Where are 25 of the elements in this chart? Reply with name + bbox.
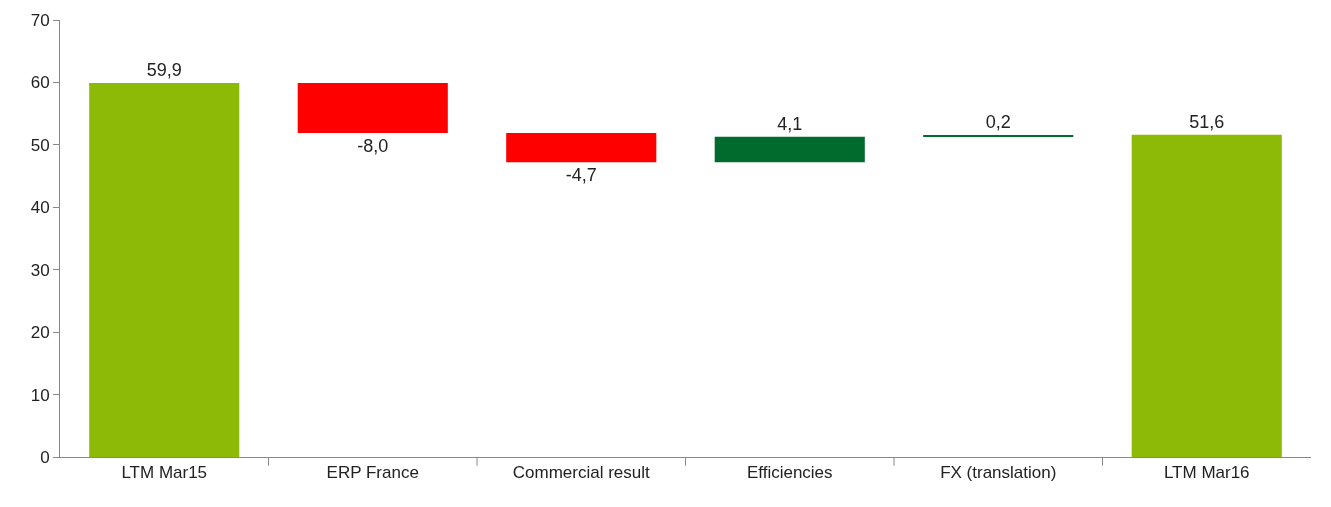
data-label: 0,2 bbox=[985, 112, 1011, 132]
bar bbox=[1131, 134, 1282, 457]
bar bbox=[297, 83, 448, 133]
x-tick-label: LTM Mar15 bbox=[121, 463, 208, 483]
bar bbox=[506, 133, 657, 163]
data-label: 51,6 bbox=[1189, 111, 1225, 132]
bar bbox=[89, 83, 240, 457]
y-tick-label: 0 bbox=[40, 447, 50, 467]
x-tick-label: ERP France bbox=[326, 463, 419, 483]
data-label: 59,9 bbox=[146, 60, 182, 81]
y-tick-label: 70 bbox=[30, 10, 50, 30]
data-label: -8,0 bbox=[357, 136, 389, 156]
x-tick-label: Commercial result bbox=[512, 463, 651, 483]
x-tick-label: Efficiencies bbox=[746, 463, 833, 483]
x-tick-label: FX (translation) bbox=[940, 463, 1057, 483]
y-tick-label: 20 bbox=[30, 323, 50, 343]
y-tick-label: 50 bbox=[30, 135, 50, 155]
y-tick-label: 60 bbox=[30, 73, 50, 93]
bar bbox=[714, 136, 865, 163]
data-label: -4,7 bbox=[565, 165, 597, 186]
y-tick-label: 40 bbox=[30, 198, 50, 218]
x-tick-label: LTM Mar16 bbox=[1163, 463, 1250, 483]
data-label: 4,1 bbox=[777, 113, 803, 134]
y-tick-label: 30 bbox=[30, 260, 50, 280]
y-tick-label: 10 bbox=[30, 385, 50, 405]
